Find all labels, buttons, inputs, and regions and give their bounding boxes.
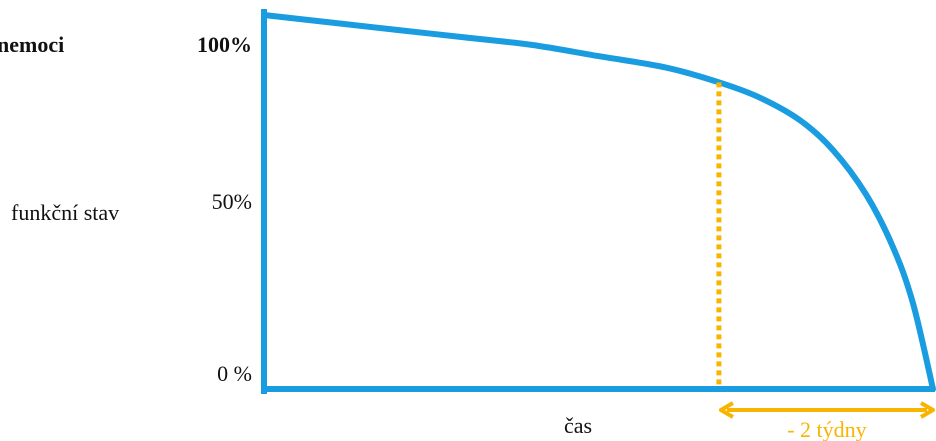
annotation-label: - 2 týdny <box>787 417 866 441</box>
chart-title: nemoci <box>0 32 64 57</box>
x-axis-label: čas <box>564 413 592 438</box>
annotation-arrow-left-head <box>718 401 734 419</box>
y-axis-label: funkční stav <box>11 200 119 225</box>
annotation-arrow-right-head <box>919 401 935 419</box>
y-tick-label: 0 % <box>217 361 252 386</box>
plot-area: - 2 týdny <box>261 9 936 441</box>
y-tick-label: 50% <box>212 189 252 214</box>
y-tick-labels: 100% 50% 0 % <box>197 32 252 386</box>
y-tick-label: 100% <box>197 32 252 57</box>
series-line-0 <box>261 12 936 392</box>
